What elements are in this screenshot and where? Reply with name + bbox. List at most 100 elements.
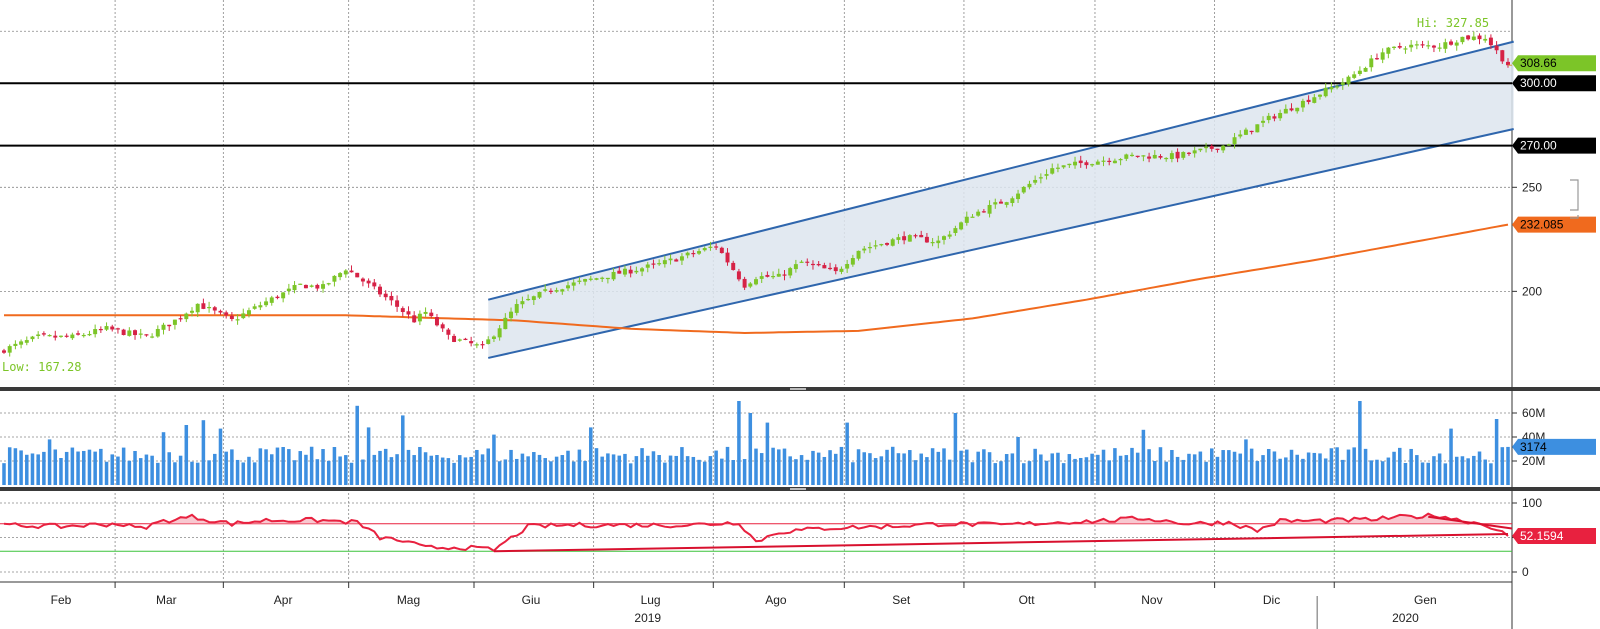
x-axis-month-label: Ago	[765, 593, 787, 607]
volume-bar	[338, 456, 342, 485]
volume-bar	[110, 454, 115, 485]
candle-body	[1335, 86, 1340, 88]
candle-body	[463, 338, 468, 340]
candle	[1044, 169, 1049, 180]
candle-body	[1215, 148, 1220, 151]
candle-body	[497, 328, 502, 338]
candle	[1147, 152, 1152, 163]
candle-body	[771, 276, 776, 278]
volume-bar	[423, 452, 428, 485]
candle	[583, 278, 588, 286]
volume-bar	[440, 457, 445, 485]
volume-bar	[560, 455, 565, 485]
panel-resize-handles[interactable]	[790, 388, 806, 490]
candle-body	[822, 265, 827, 269]
x-axis-year-label: 2020	[1392, 611, 1419, 625]
candle-body	[1403, 48, 1408, 50]
volume-bar	[81, 450, 86, 485]
candle	[1249, 130, 1254, 135]
volume-bar	[281, 447, 285, 485]
volume-bar	[788, 456, 792, 485]
volume-bar	[366, 427, 371, 485]
value-tag-label: 3174	[1520, 440, 1547, 454]
candle-body	[548, 290, 553, 292]
candle-body	[867, 247, 872, 249]
volume-bar	[805, 459, 810, 485]
candle-body	[469, 341, 474, 344]
volume-bar	[497, 461, 502, 485]
candle-body	[1118, 159, 1123, 161]
volume-bar	[1318, 453, 1322, 485]
candle-body	[685, 252, 690, 256]
candle-body	[36, 334, 41, 336]
volume-bar	[64, 451, 69, 485]
volume-bar	[269, 454, 274, 485]
volume-bar	[737, 401, 741, 485]
candle-body	[1312, 97, 1317, 103]
volume-bar	[452, 462, 456, 485]
candle	[1152, 150, 1157, 159]
rsi-panel	[0, 512, 1513, 553]
candle-body	[1340, 82, 1345, 85]
candle	[1101, 156, 1106, 167]
candle	[1090, 163, 1095, 167]
volume-bar	[1329, 448, 1334, 485]
candle-body	[1038, 177, 1043, 179]
volume-bar	[127, 460, 132, 485]
volume-bar	[651, 451, 656, 485]
candle-body	[1426, 45, 1431, 47]
high-annotation: Hi: 327.85	[1417, 16, 1489, 30]
candle	[514, 299, 519, 316]
candle	[389, 291, 394, 306]
candle-body	[907, 235, 912, 242]
candle-body	[1454, 42, 1459, 46]
value-tag-box	[1512, 438, 1596, 455]
candle-body	[759, 276, 764, 279]
volume-bar	[1135, 452, 1140, 485]
volume-bar	[725, 446, 730, 485]
candle-body	[423, 311, 428, 314]
candle	[731, 260, 736, 271]
candle	[907, 234, 912, 242]
volume-bar	[583, 460, 587, 485]
axis-scroll-handle[interactable]	[1570, 179, 1579, 219]
candle-body	[315, 284, 320, 289]
volume-bar	[218, 428, 223, 485]
candle-body	[332, 275, 337, 282]
candle	[76, 330, 81, 336]
volume-bar	[1067, 454, 1072, 485]
candle-body	[1386, 47, 1391, 54]
candle	[1295, 107, 1300, 114]
candle-body	[264, 301, 269, 306]
candle	[457, 338, 462, 342]
candle-body	[1278, 112, 1283, 119]
volume-bar	[412, 455, 416, 485]
candle-body	[1221, 145, 1226, 151]
candle-body	[338, 273, 343, 278]
volume-bar	[754, 448, 758, 485]
volume-bar	[1153, 460, 1157, 485]
candle	[1477, 33, 1482, 45]
candle-body	[765, 274, 770, 277]
volume-bar	[902, 453, 906, 485]
candle-body	[207, 306, 212, 309]
candle-body	[1095, 161, 1100, 165]
volume-bar	[611, 454, 616, 485]
volume-bar	[59, 458, 63, 485]
candle	[890, 237, 895, 247]
x-axis-month-label: Apr	[274, 593, 293, 607]
volume-bar	[947, 459, 952, 485]
volume-bar	[87, 449, 92, 485]
volume-bar	[509, 449, 513, 485]
volume-bar	[383, 448, 388, 485]
volume-bar	[1386, 457, 1391, 485]
candle-body	[583, 279, 588, 282]
candle	[1409, 40, 1414, 52]
volume-bar	[235, 459, 240, 485]
volume-bar	[150, 455, 154, 485]
candle	[754, 276, 758, 286]
candle-body	[531, 296, 536, 301]
panel-divider-grip	[790, 488, 806, 490]
candle	[503, 313, 508, 330]
